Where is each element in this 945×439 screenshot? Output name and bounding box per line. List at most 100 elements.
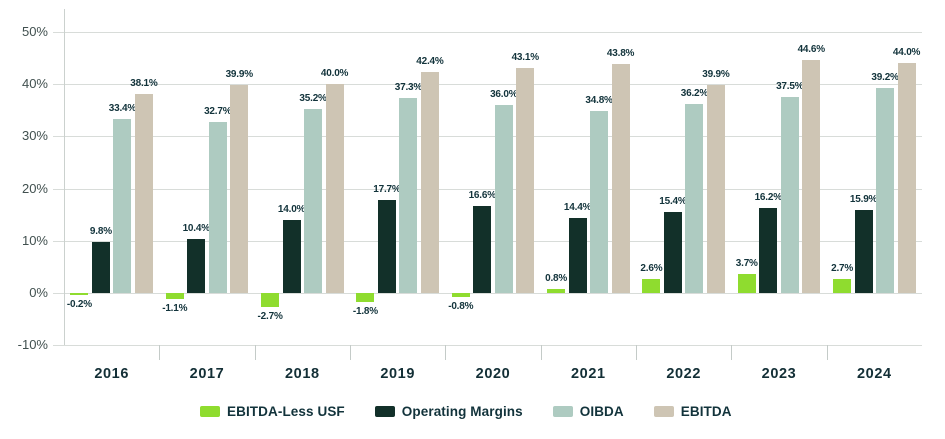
legend-item-oibda: OIBDA [552, 404, 624, 419]
x-axis-tick [826, 345, 828, 360]
bar-ebitda-less-usf-2018 [261, 292, 280, 307]
gridline [53, 136, 922, 138]
bar-value-label: 16.6% [468, 190, 497, 202]
x-axis-tick [731, 345, 733, 360]
bar-oibda-2018 [304, 109, 323, 293]
bar-value-label: 44.6% [797, 44, 826, 56]
bar-value-label: 37.3% [394, 82, 423, 94]
bar-ebitda-less-usf-2023 [737, 273, 756, 293]
bar-operating-margins-2024 [854, 209, 873, 293]
gridline [53, 32, 922, 33]
y-axis-tick-label: 10% [21, 232, 48, 248]
bar-value-label: 10.4% [182, 222, 211, 234]
legend-item-ebitda-less-usf: EBITDA-Less USF [200, 404, 345, 419]
bar-ebitda-2018 [325, 84, 344, 293]
bar-ebitda-2022 [706, 84, 725, 293]
bar-value-label: 39.9% [702, 68, 730, 80]
legend-swatch [200, 406, 220, 417]
legend-item-ebitda: EBITDA [653, 404, 732, 419]
bar-value-label: 33.4% [108, 102, 137, 114]
bar-value-label: -0.2% [66, 299, 92, 311]
bar-value-label: 3.7% [735, 257, 758, 269]
bar-ebitda-less-usf-2016 [70, 292, 89, 296]
bar-ebitda-less-usf-2020 [451, 292, 470, 297]
bar-value-label: 39.9% [225, 68, 254, 80]
legend-swatch [552, 406, 573, 417]
bar-value-label: 44.0% [892, 47, 921, 59]
bar-value-label: 43.8% [606, 48, 635, 60]
x-axis-label-2020: 2020 [475, 366, 511, 382]
bar-value-label: 14.0% [277, 203, 306, 215]
bar-oibda-2021 [590, 111, 609, 293]
bar-operating-margins-2019 [377, 200, 396, 293]
bar-value-label: 32.7% [204, 106, 232, 118]
bar-ebitda-2019 [420, 71, 439, 293]
bar-ebitda-2020 [516, 67, 535, 293]
bar-value-label: -2.7% [257, 310, 283, 322]
y-axis-tick-label: 0% [29, 284, 48, 300]
x-axis-tick [254, 345, 256, 360]
bar-operating-margins-2016 [91, 241, 110, 293]
bar-oibda-2020 [494, 105, 513, 293]
x-axis-tick [445, 345, 447, 360]
bar-oibda-2017 [208, 122, 227, 293]
x-axis-label-2018: 2018 [284, 366, 320, 382]
bar-ebitda-2024 [897, 63, 916, 293]
legend-swatch [374, 406, 395, 417]
bar-operating-margins-2023 [759, 208, 778, 293]
y-axis-tick-label: 40% [21, 76, 48, 92]
bar-ebitda-2023 [802, 60, 821, 293]
x-axis-label-2016: 2016 [94, 366, 129, 382]
legend: EBITDA-Less USF Operating Margins OIBDA EBI… [200, 404, 732, 419]
legend-label: EBITDA-Less USF [227, 404, 345, 419]
bar-ebitda-2021 [611, 64, 630, 293]
bar-value-label: 0.8% [545, 272, 568, 284]
bar-value-label: 9.8% [89, 225, 112, 237]
legend-label: EBITDA [680, 404, 732, 419]
bar-oibda-2016 [113, 118, 132, 293]
bar-value-label: 15.4% [659, 196, 687, 208]
bar-value-label: 43.1% [511, 51, 540, 63]
x-axis-label-2021: 2021 [570, 366, 606, 382]
y-axis-line [64, 9, 65, 345]
bar-value-label: -0.8% [448, 301, 474, 312]
bar-operating-margins-2017 [187, 238, 206, 293]
x-axis-tick [159, 345, 161, 360]
legend-label: OIBDA [579, 404, 624, 419]
bar-operating-margins-2021 [568, 217, 587, 293]
bar-value-label: 15.9% [849, 193, 878, 205]
bar-value-label: 40.0% [320, 68, 349, 80]
bar-ebitda-less-usf-2019 [356, 292, 375, 303]
x-axis-label-2019: 2019 [380, 366, 415, 382]
legend-swatch [653, 406, 674, 417]
bar-value-label: 42.4% [416, 55, 444, 67]
bar-ebitda-less-usf-2022 [642, 279, 661, 293]
y-axis-tick-label: 30% [21, 128, 48, 144]
gridline [53, 84, 922, 86]
y-axis-tick-label: -10% [17, 337, 48, 352]
bar-value-label: 2.7% [831, 262, 854, 274]
bar-value-label: 37.5% [776, 81, 804, 93]
gridline [53, 292, 922, 294]
bar-ebitda-less-usf-2024 [833, 278, 852, 293]
bar-ebitda-less-usf-2021 [547, 288, 566, 293]
bar-value-label: 34.8% [585, 95, 613, 107]
bar-oibda-2019 [399, 98, 418, 293]
x-axis-label-2017: 2017 [189, 366, 225, 382]
bar-operating-margins-2018 [282, 219, 301, 293]
bar-value-label: -1.1% [162, 302, 188, 314]
x-axis-label-2023: 2023 [761, 366, 797, 382]
x-axis-tick [540, 345, 542, 360]
y-axis-tick-label: 20% [21, 180, 48, 196]
bar-value-label: 38.1% [130, 78, 158, 90]
x-axis-tick [350, 345, 351, 360]
bar-value-label: 39.2% [871, 72, 899, 84]
bar-operating-margins-2022 [663, 212, 682, 293]
bar-value-label: 17.7% [373, 184, 401, 196]
legend-label: Operating Margins [401, 404, 523, 419]
x-axis-label-2022: 2022 [666, 366, 701, 382]
bar-value-label: 36.0% [490, 89, 518, 101]
legend-item-operating-margins: Operating Margins [374, 404, 523, 419]
bar-operating-margins-2020 [473, 206, 492, 293]
